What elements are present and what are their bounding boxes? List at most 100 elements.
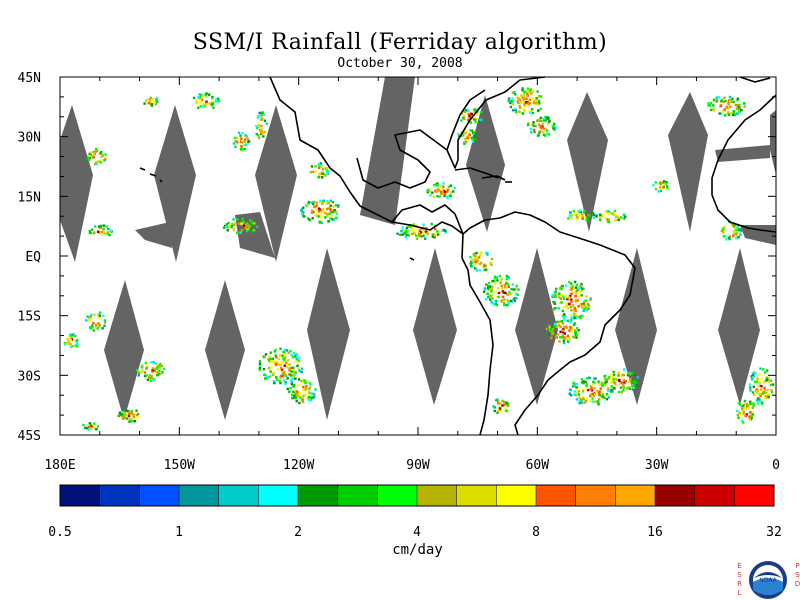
rain-pixel <box>247 138 250 141</box>
rain-pixel <box>624 215 627 218</box>
rain-pixel <box>579 210 583 214</box>
rain-pixel <box>217 99 221 103</box>
rain-pixel <box>499 280 503 283</box>
colorbar-tick-label: 8 <box>532 525 540 540</box>
rain-pixel <box>758 378 761 382</box>
rain-pixel <box>327 201 330 205</box>
rain-pixel <box>97 325 101 328</box>
rain-pixel <box>66 338 69 341</box>
rain-pixel <box>257 122 260 125</box>
rain-pixel <box>720 98 724 102</box>
coastline-us-east <box>446 76 546 169</box>
rain-pixel <box>753 393 756 397</box>
rain-pixel <box>100 233 104 236</box>
rain-pixel <box>135 413 138 417</box>
rain-pixel <box>598 213 602 216</box>
rain-cluster <box>507 87 543 115</box>
rain-pixel <box>536 119 539 122</box>
colorbar-tick-label: 1 <box>175 525 183 540</box>
colorbar-swatch <box>139 485 180 506</box>
rain-pixel <box>569 313 572 317</box>
rain-pixel <box>589 393 592 396</box>
rain-pixel <box>511 103 514 106</box>
rain-pixel <box>90 157 93 160</box>
rain-pixel <box>604 381 607 385</box>
rain-pixel <box>469 112 472 115</box>
rain-pixel <box>99 152 102 155</box>
rain-pixel <box>312 211 315 214</box>
rain-pixel <box>471 258 474 262</box>
colorbar-swatch <box>456 485 497 506</box>
rain-pixel <box>603 375 606 378</box>
colorbar-swatch <box>575 485 616 506</box>
rain-pixel <box>565 305 568 308</box>
rain-pixel <box>628 387 632 391</box>
rain-pixel <box>160 364 163 368</box>
rain-pixel <box>572 314 575 318</box>
rain-pixel <box>617 374 620 377</box>
rain-pixel <box>573 323 576 327</box>
rain-pixel <box>580 303 583 306</box>
rain-pixel <box>524 104 527 107</box>
rain-pixel <box>120 415 124 418</box>
rain-pixel <box>291 393 294 397</box>
rain-pixel <box>260 111 263 115</box>
rain-pixel <box>560 287 563 291</box>
rain-pixel <box>497 406 500 409</box>
rain-pixel <box>551 294 554 297</box>
rain-pixel <box>538 94 541 98</box>
coastline-north-america <box>269 76 464 235</box>
rain-pixel <box>617 216 621 219</box>
rain-pixel <box>559 286 563 289</box>
rain-pixel <box>580 287 584 290</box>
rain-pixel <box>207 93 211 96</box>
rain-pixel <box>143 374 147 378</box>
rain-pixel <box>636 376 640 379</box>
rain-pixel <box>240 222 243 225</box>
rain-pixel <box>245 135 248 138</box>
rain-pixel <box>474 120 477 123</box>
rain-pixel <box>568 280 571 284</box>
rain-pixel <box>514 111 518 114</box>
rain-pixel <box>539 126 542 129</box>
rain-pixel <box>264 353 268 356</box>
rain-pixel <box>107 227 110 230</box>
rain-pixel <box>472 253 476 257</box>
rain-pixel <box>490 301 493 304</box>
rain-pixel <box>257 136 261 140</box>
rain-pixel <box>538 119 542 122</box>
rain-pixel <box>282 370 286 374</box>
coastline-central-america <box>391 204 464 235</box>
rain-pixel <box>623 386 626 389</box>
rain-pixel <box>147 102 151 105</box>
rain-pixel <box>331 210 334 214</box>
rain-pixel <box>231 223 234 226</box>
rain-pixel <box>241 217 244 221</box>
rain-pixel <box>259 365 262 368</box>
rain-pixel <box>722 235 726 238</box>
axis-ticks <box>59 76 777 436</box>
rain-pixel <box>590 389 594 392</box>
rain-pixel <box>547 117 550 120</box>
rain-pixel <box>761 392 764 395</box>
rain-pixel <box>633 374 636 377</box>
rain-pixel <box>464 129 467 132</box>
rain-pixel <box>137 374 140 377</box>
rain-pixel <box>574 329 577 332</box>
rain-pixel <box>738 107 741 111</box>
swath-gap <box>515 248 558 405</box>
rain-pixel <box>117 414 120 418</box>
rain-pixel <box>269 351 272 354</box>
rain-pixel <box>329 217 332 220</box>
rain-pixel <box>604 211 607 214</box>
rain-pixel <box>617 371 620 374</box>
rain-pixel <box>503 301 506 305</box>
rain-pixel <box>82 424 85 427</box>
rain-pixel <box>322 210 325 214</box>
rain-pixel <box>545 117 549 120</box>
rain-pixel <box>128 418 132 421</box>
rain-pixel <box>494 300 497 303</box>
rain-pixel <box>245 224 248 227</box>
rain-pixel <box>264 373 267 376</box>
rain-pixel <box>765 392 769 396</box>
